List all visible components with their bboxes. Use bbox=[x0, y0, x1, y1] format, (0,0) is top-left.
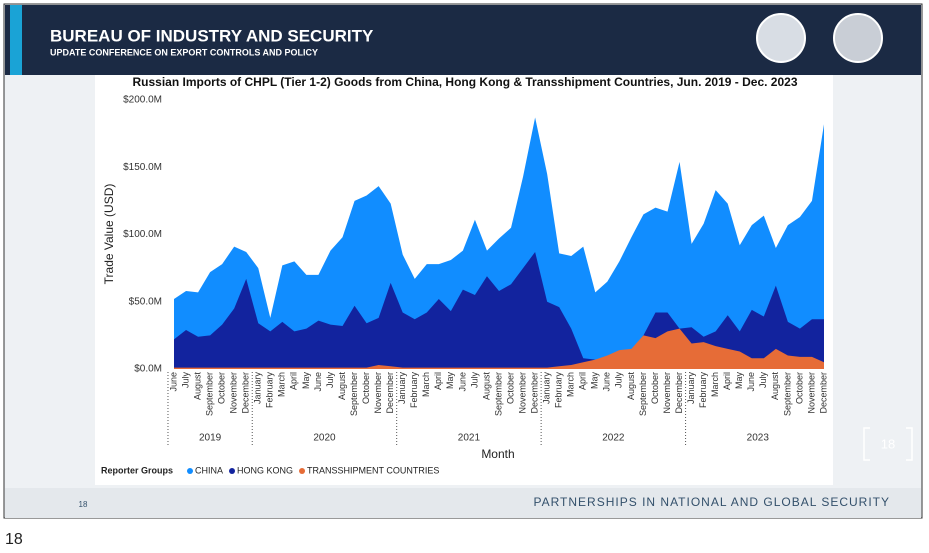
year-label: 2022 bbox=[602, 433, 625, 444]
x-tick-label: August bbox=[192, 372, 202, 401]
y-tick-label: $0.0M bbox=[134, 364, 162, 375]
x-tick-label: October bbox=[505, 372, 515, 404]
x-tick-label: March bbox=[710, 372, 720, 397]
x-tick-label: January bbox=[686, 372, 696, 405]
year-label: 2021 bbox=[458, 433, 481, 444]
x-tick-label: February bbox=[265, 372, 275, 409]
x-tick-label: January bbox=[397, 372, 407, 405]
x-tick-label: December bbox=[674, 372, 684, 414]
x-tick-label: June bbox=[168, 372, 178, 392]
y-axis-title: Trade Value (USD) bbox=[102, 184, 116, 285]
badge-frame bbox=[863, 427, 913, 461]
x-tick-label: July bbox=[469, 372, 479, 389]
x-tick-label: October bbox=[650, 372, 660, 404]
legend-marker bbox=[187, 468, 193, 474]
legend-label: TRANSSHIPMENT COUNTRIES bbox=[307, 465, 439, 475]
x-tick-label: September bbox=[638, 372, 648, 416]
x-tick-label: December bbox=[241, 372, 251, 414]
x-tick-label: December bbox=[385, 372, 395, 414]
x-tick-label: May bbox=[445, 372, 455, 390]
footer-text: PARTNERSHIPS IN NATIONAL AND GLOBAL SECU… bbox=[533, 495, 890, 509]
x-tick-label: March bbox=[421, 372, 431, 397]
x-tick-label: June bbox=[313, 372, 323, 392]
chart-title: Russian Imports of CHPL (Tier 1-2) Goods… bbox=[132, 75, 797, 89]
x-tick-label: October bbox=[361, 372, 371, 404]
x-tick-label: March bbox=[566, 372, 576, 397]
header-subtitle: UPDATE CONFERENCE ON EXPORT CONTROLS AND… bbox=[50, 47, 318, 57]
x-tick-label: June bbox=[746, 372, 756, 392]
x-tick-label: October bbox=[794, 372, 804, 404]
x-tick-label: May bbox=[301, 372, 311, 390]
y-tick-label: $150.0M bbox=[123, 162, 162, 173]
x-tick-label: January bbox=[253, 372, 263, 405]
x-tick-label: April bbox=[433, 372, 443, 390]
legend-marker bbox=[229, 468, 236, 474]
y-tick-label: $200.0M bbox=[123, 95, 162, 106]
x-tick-label: September bbox=[493, 372, 503, 416]
x-tick-label: February bbox=[554, 372, 564, 409]
area bbox=[174, 328, 824, 369]
x-tick-label: February bbox=[698, 372, 708, 409]
legend-marker bbox=[299, 468, 306, 474]
year-label: 2019 bbox=[199, 433, 222, 444]
legend-label: CHINA bbox=[195, 465, 223, 475]
area bbox=[174, 117, 824, 369]
logo bbox=[756, 13, 806, 63]
x-tick-label: May bbox=[734, 372, 744, 390]
y-tick-label: $100.0M bbox=[123, 229, 162, 240]
legend-label: HONG KONG bbox=[237, 465, 293, 475]
x-tick-label: April bbox=[578, 372, 588, 390]
badge: 18 bbox=[881, 436, 895, 451]
x-tick-label: September bbox=[782, 372, 792, 416]
x-tick-label: July bbox=[758, 372, 768, 389]
x-tick-label: July bbox=[614, 372, 624, 389]
x-tick-label: November bbox=[229, 372, 239, 414]
x-tick-label: August bbox=[626, 372, 636, 401]
x-tick-label: March bbox=[277, 372, 287, 397]
x-tick-label: June bbox=[457, 372, 467, 392]
y-tick-label: $50.0M bbox=[129, 296, 162, 307]
year-label: 2020 bbox=[313, 433, 336, 444]
x-tick-label: October bbox=[217, 372, 227, 404]
footer-band bbox=[5, 488, 921, 518]
x-tick-label: April bbox=[289, 372, 299, 390]
x-tick-label: November bbox=[517, 372, 527, 414]
page-number: 18 bbox=[79, 500, 88, 509]
x-tick-label: May bbox=[590, 372, 600, 390]
legend-title: Reporter Groups bbox=[101, 465, 173, 475]
x-tick-label: December bbox=[818, 372, 828, 414]
x-tick-label: September bbox=[204, 372, 214, 416]
x-tick-label: August bbox=[337, 372, 347, 401]
year-label: 2023 bbox=[747, 433, 770, 444]
x-tick-label: February bbox=[409, 372, 419, 409]
x-tick-label: August bbox=[481, 372, 491, 401]
x-tick-label: November bbox=[373, 372, 383, 414]
x-tick-label: August bbox=[770, 372, 780, 401]
caption: 18 bbox=[5, 531, 23, 548]
header-accent bbox=[10, 5, 22, 75]
x-tick-label: September bbox=[349, 372, 359, 416]
x-tick-label: December bbox=[529, 372, 539, 414]
x-tick-label: July bbox=[180, 372, 190, 389]
x-tick-label: January bbox=[542, 372, 552, 405]
x-tick-label: November bbox=[662, 372, 672, 414]
x-tick-label: July bbox=[325, 372, 335, 389]
x-axis-title: Month bbox=[481, 447, 514, 461]
x-tick-label: November bbox=[806, 372, 816, 414]
logo bbox=[833, 13, 883, 63]
x-tick-label: April bbox=[722, 372, 732, 390]
header-title: BUREAU OF INDUSTRY AND SECURITY bbox=[50, 26, 374, 45]
x-tick-label: June bbox=[602, 372, 612, 392]
